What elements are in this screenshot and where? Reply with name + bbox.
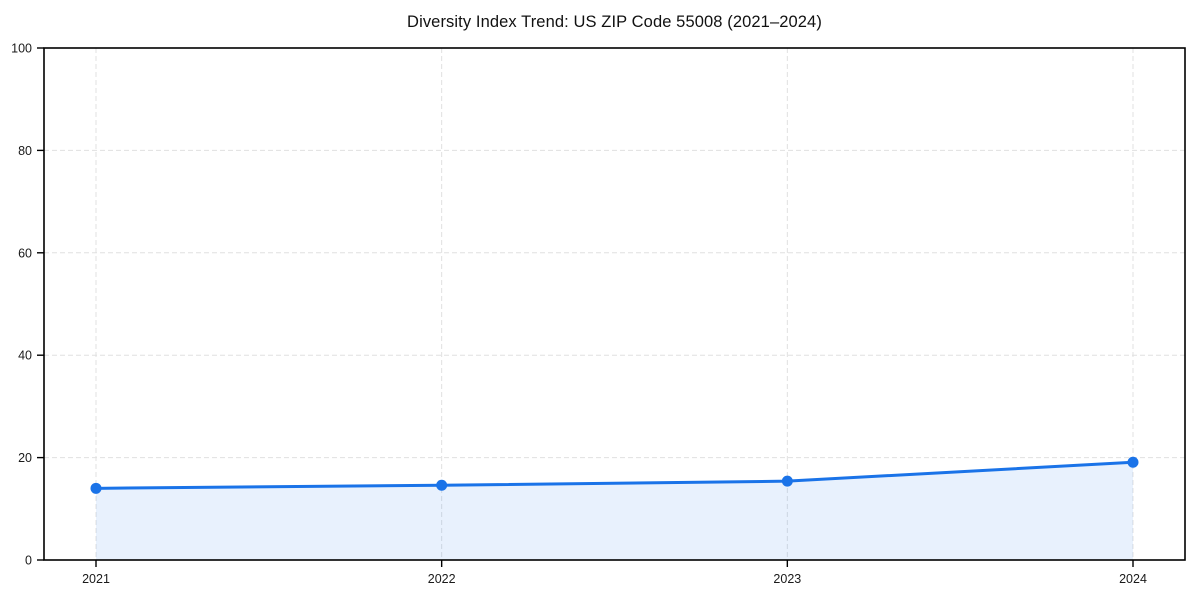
plot-frame (43, 47, 1186, 561)
x-tick-label: 2023 (773, 572, 801, 586)
x-tick-label: 2022 (428, 572, 456, 586)
data-point-2024 (1127, 456, 1139, 468)
y-tick-label: 40 (18, 349, 32, 363)
data-point-2022 (436, 479, 448, 491)
x-tick-label: 2021 (82, 572, 110, 586)
data-point-2023 (781, 475, 793, 487)
y-tick-label: 60 (18, 246, 32, 260)
y-tick-label: 0 (25, 554, 32, 568)
area-fill (96, 462, 1133, 560)
y-tick-label: 100 (11, 42, 32, 56)
x-tick-label: 2024 (1119, 572, 1147, 586)
chart-title: Diversity Index Trend: US ZIP Code 55008… (407, 13, 822, 31)
y-tick-label: 80 (18, 144, 32, 158)
y-tick-label: 20 (18, 451, 32, 465)
data-point-2021 (90, 482, 102, 494)
trend-line (94, 460, 1135, 490)
